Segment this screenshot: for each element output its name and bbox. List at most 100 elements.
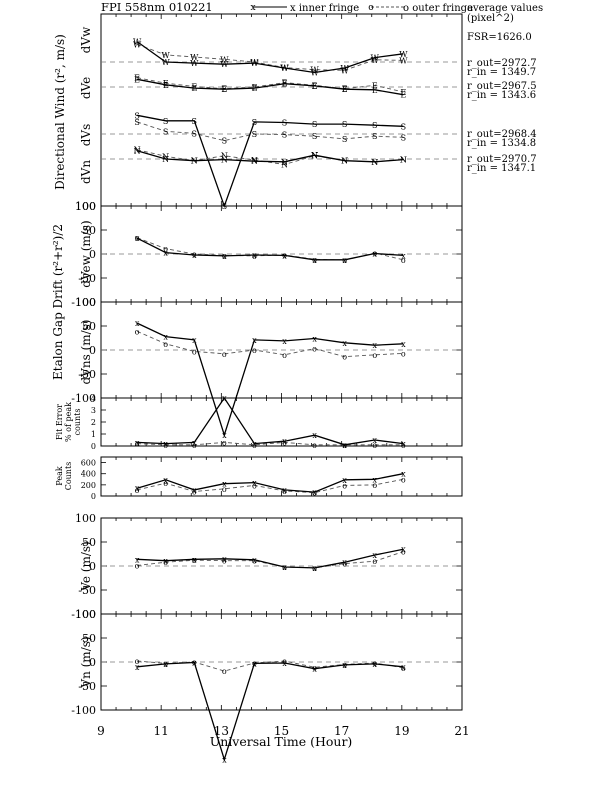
dvns-outer-marker: o (401, 349, 406, 358)
dvew-inner-marker: x (222, 252, 227, 261)
vn-outer-marker: o (312, 663, 317, 672)
fit-error-inner-marker: x (252, 440, 257, 449)
peak-counts-outer-marker: o (192, 488, 197, 497)
fit-error-ytick-label: 3 (91, 406, 96, 415)
vn-inner-marker: x (312, 665, 317, 674)
peak-counts-inner-marker: x (312, 488, 317, 497)
ve-inner-marker: x (163, 557, 168, 566)
ve-inner-marker: x (222, 555, 227, 564)
dir-W-outer-marker: W (399, 56, 408, 65)
dir-N-inner-marker: N (341, 157, 348, 166)
dvns-inner-marker: x (342, 339, 347, 348)
dir-E-inner-marker: E (342, 85, 348, 94)
dir-E-inner-marker: E (400, 91, 406, 100)
dvew-inner-marker: x (342, 256, 347, 265)
dir-N-outer-marker: N (221, 152, 228, 161)
dvew-ytick-label: -100 (71, 296, 96, 309)
peak-counts-inner-marker: x (401, 470, 406, 479)
dir-S-outer-marker: S (163, 127, 168, 136)
r-out-s: r_out=2968.4 (467, 129, 537, 140)
dvew-inner-marker: x (282, 251, 287, 260)
dir-E-inner-marker: E (282, 80, 288, 89)
fit-error-inner-marker: x (373, 436, 378, 445)
vn-inner-marker: x (342, 661, 347, 670)
dir-S-inner-line (136, 114, 404, 209)
dvns-outer-marker: o (252, 346, 257, 355)
fit-error-inner-marker: x (192, 438, 197, 447)
peak-counts-inner-marker: x (135, 484, 140, 493)
fit-error-inner-marker: x (342, 441, 347, 450)
peak-counts-outer-marker: o (342, 481, 347, 490)
ve-outer-marker: o (252, 557, 257, 566)
ve-outer-line (137, 551, 404, 569)
radius-annotations: r_out=2972.7 r_in = 1349.7 r_out=2967.5 … (467, 58, 537, 174)
peak-counts-outer-marker: o (401, 475, 406, 484)
peak-counts-inner-marker: x (373, 475, 378, 484)
ve-inner-marker: x (282, 563, 287, 572)
ve-inner-marker: x (373, 551, 378, 560)
fit-error-outer-marker: o (135, 440, 140, 449)
peak-counts-ytick-label: 600 (81, 459, 96, 468)
dir-E-outer-marker: E (163, 79, 169, 88)
r-in-s: r_in = 1334.8 (467, 138, 536, 149)
fit-error-ytick-label: 2 (91, 418, 96, 427)
peak-counts-outer-line (136, 478, 404, 494)
dir-W-inner-line (136, 41, 404, 74)
vn-inner-line (137, 661, 404, 762)
dir-N-inner-line (136, 150, 404, 163)
dir-S-outer-marker: S (222, 137, 227, 146)
dir-S-outer-marker: S (372, 132, 377, 141)
dvns-outer-marker: o (282, 351, 287, 360)
dir-E-outer-marker: E (372, 81, 378, 90)
legend-outer-marker: o (368, 3, 373, 13)
dir-N-inner-marker: N (371, 158, 378, 167)
dir-S-outer-marker: S (342, 135, 347, 144)
ve-outer-marker: o (192, 556, 197, 565)
dvns-inner-marker: x (282, 337, 287, 346)
dir-N-outer-marker: N (400, 156, 407, 165)
dvns-inner-marker: x (192, 336, 197, 345)
vn-outer-marker: o (222, 667, 227, 676)
dir-W-outer-marker: W (220, 55, 229, 64)
fit-error-ytick-label: 0 (91, 442, 96, 451)
average-units-label: (pixel^2) (467, 13, 514, 24)
dir-S-outer-marker: S (192, 129, 197, 138)
dvns-outer-marker: o (342, 353, 347, 362)
x-tick-label: 17 (334, 724, 349, 738)
dvns-outer-marker: o (135, 327, 140, 336)
channel-label-dVn: dVn (79, 160, 93, 184)
peak-counts-outer-marker: o (312, 489, 317, 498)
fit-error-inner-marker: x (222, 394, 227, 403)
fit-error-outer-marker: o (163, 441, 168, 450)
vn-inner-marker: x (192, 658, 197, 667)
dir-W-inner-marker: W (280, 64, 289, 73)
dir-S-outer-marker: S (312, 132, 317, 141)
dvew-outer-line (136, 237, 404, 261)
dvns-inner-marker: x (163, 333, 168, 342)
dir-E-inner-marker: E (312, 82, 318, 91)
dir-W-inner-marker: W (399, 50, 408, 59)
ve-ytick-label: -50 (78, 584, 96, 597)
fit-error-outer-marker: o (282, 438, 287, 447)
peak-counts-outer-marker: o (135, 486, 140, 495)
dvew-inner-marker: x (192, 251, 197, 260)
fit-error-inner-marker: x (401, 440, 406, 449)
ve-inner-marker: x (401, 545, 406, 554)
dvew-inner-marker: x (373, 250, 378, 259)
r-in-n: r_in = 1347.1 (467, 163, 536, 174)
dvns-outer-marker: o (372, 351, 377, 360)
ve-inner-line (137, 548, 404, 569)
ve-ylabel: Ve (m/s) (79, 541, 93, 591)
dvew-outer-marker: o (342, 256, 347, 265)
vn-ytick-label: -50 (78, 680, 96, 693)
channel-label-dVe: dVe (79, 77, 93, 99)
panel-frames: 100100500-50-100100500-50-10043210600400… (71, 13, 463, 717)
peak-counts-inner-marker: x (222, 480, 227, 489)
dir-W-inner-marker: W (250, 59, 259, 68)
fit-error-outer-marker: o (401, 441, 406, 450)
peak-counts-ylabel: Peak (55, 466, 64, 486)
y-axis-labels: dVw dVe dVs dVn Directional Wind (r², m/s) Fi… (51, 26, 93, 689)
dvns-inner-marker: x (135, 319, 140, 328)
